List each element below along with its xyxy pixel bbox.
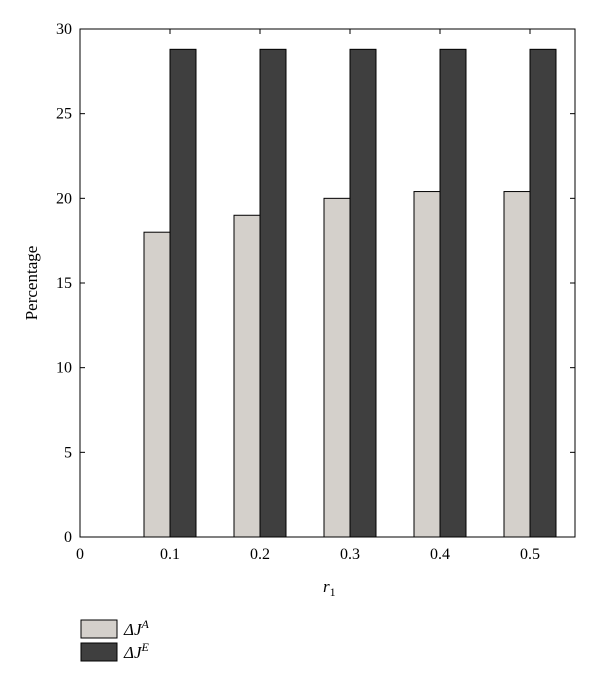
x-tick-label: 0.3	[340, 546, 360, 563]
legend-swatch-e	[80, 642, 118, 662]
bar-series1-0.5	[503, 191, 531, 538]
x-tick-label: 0.5	[520, 546, 540, 563]
x-tick-label: 0.2	[250, 546, 270, 563]
legend-label-a: ΔJA	[123, 617, 150, 639]
bar-series1-0.2	[233, 214, 261, 538]
bar-series2-0.5	[529, 48, 557, 538]
bar-series1-0.3	[323, 197, 351, 538]
bars-group	[143, 48, 557, 538]
x-axis-label-subscript: 1	[330, 585, 336, 599]
bar-series2-0.4	[439, 48, 467, 538]
x-tick-label: 0.4	[430, 546, 450, 563]
x-axis-ticks: 0 0.1 0.2 0.3 0.4 0.5	[76, 29, 540, 563]
legend-label-e: ΔJE	[123, 640, 150, 662]
legend-swatch-a	[80, 619, 118, 639]
y-tick-label: 5	[64, 444, 72, 461]
bar-series2-0.2	[259, 48, 287, 538]
x-tick-label: 0	[76, 546, 84, 563]
x-tick-label: 0.1	[160, 546, 180, 563]
y-tick-label: 15	[56, 275, 72, 292]
y-axis-label: Percentage	[22, 246, 41, 321]
y-axis-ticks: 0 5 10 15 20 25 30	[56, 21, 575, 546]
bar-series2-0.1	[169, 48, 197, 538]
y-tick-label: 25	[56, 106, 72, 123]
bar-series2-0.3	[349, 48, 377, 538]
y-tick-label: 0	[64, 529, 72, 546]
y-tick-label: 20	[56, 190, 72, 207]
x-axis-label: r1	[323, 577, 336, 599]
y-tick-label: 30	[56, 21, 72, 38]
bar-series1-0.1	[143, 231, 171, 538]
bar-series1-0.4	[413, 191, 441, 538]
y-tick-label: 10	[56, 360, 72, 377]
